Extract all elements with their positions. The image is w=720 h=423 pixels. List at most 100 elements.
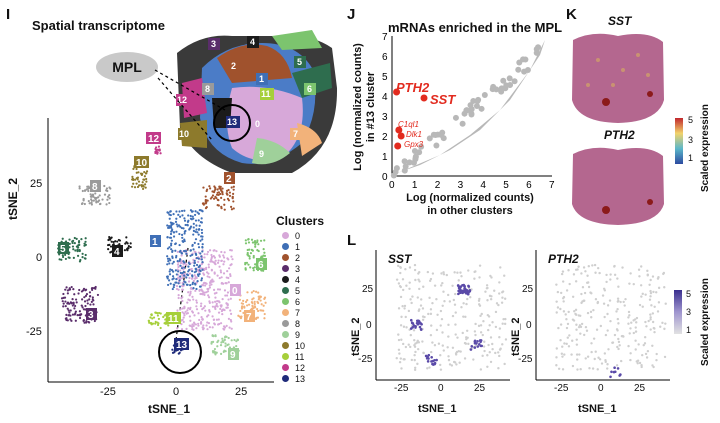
l-sst-xtick-1: 0 (438, 383, 444, 394)
tsne-point-cluster-0 (224, 294, 227, 297)
tsne-point-cluster-0 (222, 308, 225, 311)
tsne-point-cluster-9 (235, 344, 238, 348)
cluster-box-label-9: 9 (230, 350, 236, 361)
tsne-point-cluster-6 (253, 241, 256, 244)
tsne-point-cluster-10 (144, 186, 147, 189)
tsne-point-cluster-3 (61, 300, 64, 303)
tsne-point-cluster-0 (191, 327, 194, 331)
l-point-sst (414, 278, 417, 282)
tsne-point-cluster-1 (197, 257, 200, 260)
cluster-box-label-5: 5 (60, 244, 66, 255)
tsne-point-cluster-1 (196, 273, 200, 276)
l-point-sst (399, 266, 402, 269)
l-hotspot-pth2 (613, 366, 616, 370)
tsne-point-cluster-7 (246, 291, 249, 294)
tsne-point-cluster-1 (189, 214, 192, 218)
tsne-point-cluster-6 (248, 257, 251, 260)
tsne-point-cluster-5 (75, 245, 79, 248)
tsne-point-cluster-10 (137, 171, 140, 174)
legend-label: 6 (295, 296, 301, 307)
tsne-point-cluster-7 (256, 316, 259, 319)
tsne-point-cluster-0 (195, 308, 199, 311)
tsne-point-cluster-1 (171, 256, 174, 259)
tsne-point-cluster-0 (227, 281, 230, 284)
l-point-sst (439, 354, 442, 357)
l-point-sst (465, 302, 468, 306)
tsne-point-cluster-3 (66, 302, 69, 305)
tsne-point-cluster-11 (159, 312, 162, 315)
tsne-point-cluster-2 (202, 186, 205, 189)
tsne-point-cluster-0 (213, 249, 216, 252)
tsne-point-cluster-1 (182, 227, 185, 230)
l-point-sst (440, 317, 444, 321)
tsne-point-cluster-0 (217, 318, 220, 321)
l-point-sst (416, 347, 420, 351)
tsne-point-cluster-0 (229, 249, 232, 252)
legend-swatch (282, 309, 289, 316)
tsne-point-cluster-3 (81, 298, 84, 301)
tsne-point-cluster-8 (88, 202, 91, 205)
tsne-point-cluster-0 (182, 320, 185, 324)
tsne-point-cluster-7 (263, 317, 266, 320)
l-point-pth2 (646, 269, 649, 273)
legend-item-7: 7 (282, 307, 305, 318)
l-point-pth2 (651, 275, 655, 278)
l-point-pth2 (663, 355, 667, 359)
tsne-point-cluster-8 (78, 187, 81, 190)
tsne-point-cluster-0 (180, 254, 183, 257)
tsne-point-cluster-0 (177, 265, 180, 269)
l-point-sst (404, 268, 407, 271)
l-point-pth2 (629, 358, 632, 362)
l-point-pth2 (584, 357, 587, 360)
tsne-point-cluster-1 (178, 258, 182, 261)
l-point-sst (417, 272, 420, 275)
l-point-sst (407, 343, 410, 346)
tsne-point-cluster-7 (240, 307, 244, 310)
l-point-sst (440, 284, 443, 287)
j-point (401, 158, 408, 165)
tsne-point-cluster-9 (213, 350, 216, 353)
tsne-point-cluster-6 (259, 239, 263, 242)
tsne-point-cluster-0 (180, 328, 184, 331)
tsne-point-cluster-11 (154, 311, 157, 314)
j-xtick-2: 2 (435, 180, 441, 191)
tsne-point-cluster-3 (60, 297, 64, 300)
tsne-point-cluster-7 (258, 297, 261, 300)
tsne-point-cluster-9 (230, 339, 233, 342)
tsne-point-cluster-1 (181, 272, 184, 275)
l-point-sst (473, 277, 476, 280)
tsne-point-cluster-1 (196, 280, 199, 283)
tsne-point-cluster-1 (199, 269, 202, 273)
j-xtick-7: 7 (549, 180, 555, 191)
tsne-point-cluster-0 (227, 258, 230, 261)
tsne-point-cluster-3 (74, 312, 77, 315)
tsne-point-cluster-1 (171, 228, 174, 231)
cluster-box-label-7: 7 (246, 312, 252, 323)
l-point-pth2 (575, 328, 578, 331)
l-hotspot-sst (426, 360, 430, 363)
l-point-pth2 (599, 324, 603, 328)
l-point-pth2 (573, 310, 576, 313)
tsne-point-cluster-7 (253, 305, 256, 308)
tsne-point-cluster-11 (150, 314, 153, 317)
tsne-point-cluster-1 (200, 231, 204, 234)
tsne-point-cluster-9 (219, 352, 223, 355)
tsne-point-cluster-2 (223, 208, 226, 211)
tsne-point-cluster-0 (228, 267, 231, 270)
tsne-point-cluster-7 (241, 302, 245, 305)
tsne-point-cluster-1 (170, 239, 173, 242)
l-point-pth2 (649, 278, 652, 282)
tsne-point-cluster-0 (223, 251, 226, 254)
tsne-point-cluster-0 (193, 322, 196, 325)
j-point (433, 142, 440, 149)
tsne-point-cluster-4 (127, 245, 130, 248)
tsne-point-cluster-5 (84, 257, 87, 260)
tsne-i-ytick-2: -25 (26, 326, 42, 338)
tsne-point-cluster-3 (64, 288, 67, 291)
l-point-sst (412, 329, 416, 332)
panel-l-gene1: SST (388, 252, 412, 266)
l-point-pth2 (556, 306, 560, 309)
tsne-point-cluster-1 (183, 219, 187, 222)
l-point-sst (480, 312, 483, 316)
tsne-point-cluster-0 (202, 324, 205, 327)
